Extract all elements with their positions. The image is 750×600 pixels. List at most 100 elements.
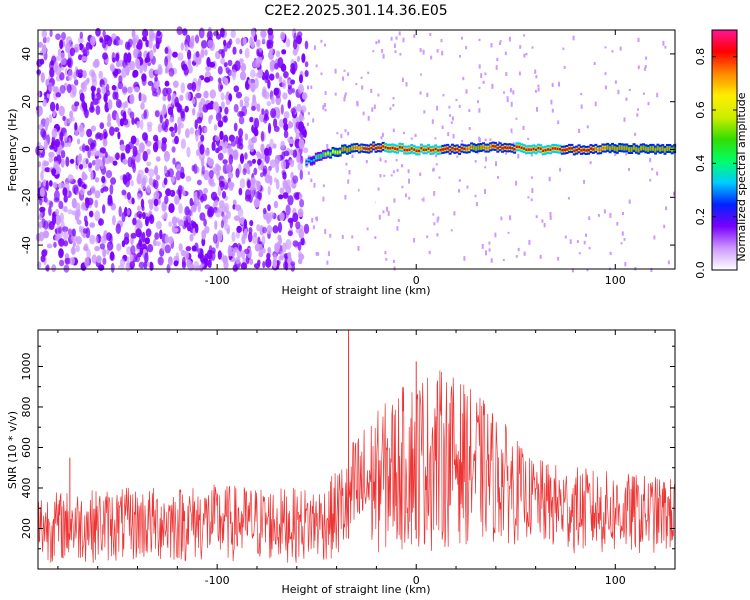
spectrogram-faint-cell <box>609 213 612 218</box>
spectrogram-noise-cell <box>169 126 175 132</box>
spectrogram-noise-cell <box>236 225 242 233</box>
spectrogram-noise-cell <box>58 105 65 117</box>
spectrogram-noise-cell <box>272 258 278 269</box>
spectrogram-faint-cell <box>495 161 497 167</box>
spectrogram-faint-cell <box>510 101 513 107</box>
y-tick-label: 600 <box>20 437 33 458</box>
spectrogram-noise-cell <box>254 129 259 137</box>
spectrogram-noise-cell <box>204 148 210 157</box>
signal-core <box>432 148 435 152</box>
spectrogram-noise-cell <box>153 179 159 190</box>
signal-core <box>580 149 583 152</box>
spectrogram-faint-cell <box>647 101 650 106</box>
spectrogram-faint-cell <box>306 122 309 126</box>
spectrogram-noise-cell <box>229 181 233 187</box>
signal-core <box>549 148 552 151</box>
spectrogram-noise-cell <box>164 244 171 254</box>
x-tick-label: -100 <box>205 574 230 587</box>
spectrogram-noise-cell <box>297 162 304 171</box>
spectrogram-faint-cell <box>438 176 441 179</box>
spectrogram-noise-cell <box>163 150 170 162</box>
spectrogram-noise-cell <box>186 146 191 158</box>
spectrogram-noise-cell <box>185 175 192 182</box>
spectrogram-noise-cell <box>121 211 126 223</box>
spectrogram-noise-cell <box>209 114 214 121</box>
spectrogram-noise-cell <box>136 242 142 250</box>
spectrogram-noise-cell <box>292 240 299 247</box>
spectrogram-noise-cell <box>252 158 256 164</box>
spectrogram-noise-cell <box>179 108 186 115</box>
spectrogram-noise-cell <box>268 73 275 81</box>
spectrogram-faint-cell <box>461 36 463 40</box>
signal-core <box>587 149 590 152</box>
spectrogram-noise-cell <box>227 59 233 67</box>
spectrogram-noise-cell <box>257 190 263 201</box>
spectrogram-noise-cell <box>53 146 58 152</box>
spectrogram-noise-cell <box>67 228 73 237</box>
spectrogram-noise-cell <box>240 262 248 270</box>
spectrogram-noise-cell <box>257 158 263 164</box>
snr-x-label: Height of straight line (km) <box>281 583 430 596</box>
spectrogram-noise-cell <box>136 120 140 129</box>
spectrogram-faint-cell <box>548 176 551 182</box>
signal-core <box>413 148 416 151</box>
spectrogram-faint-cell <box>317 252 320 255</box>
spectrogram-faint-cell <box>628 88 631 91</box>
spectrogram-noise-cell <box>148 176 153 186</box>
spectrogram-noise-cell <box>278 194 284 200</box>
signal-core <box>365 147 368 150</box>
spectrogram-faint-cell <box>531 46 534 49</box>
spectrogram-noise-cell <box>233 103 239 113</box>
spectrogram-faint-cell <box>379 174 382 178</box>
spectrogram-noise-cell <box>49 29 53 37</box>
spectrogram-noise-cell <box>282 180 289 190</box>
spectrogram-noise-cell <box>164 80 170 87</box>
spectrogram-noise-cell <box>60 158 65 168</box>
spectrogram-faint-cell <box>462 77 465 81</box>
spectrogram-faint-cell <box>535 75 538 79</box>
colorbar-tick-label: 0.6 <box>694 101 707 119</box>
spectrogram-faint-cell <box>375 199 378 205</box>
spectrogram-noise-cell <box>262 226 267 234</box>
spectrogram-noise-cell <box>204 127 208 133</box>
spectrogram-faint-cell <box>413 237 416 243</box>
spectrogram-faint-cell <box>484 138 487 142</box>
spectrogram-noise-cell <box>247 232 253 243</box>
spectrogram-faint-cell <box>324 43 326 47</box>
spectrogram-noise-cell <box>303 223 310 234</box>
spectrogram-noise-cell <box>174 195 180 205</box>
spectrogram-noise-cell <box>206 156 212 165</box>
spectrogram-faint-cell <box>428 250 431 255</box>
spectrogram-faint-cell <box>637 37 640 43</box>
signal-core <box>487 146 490 150</box>
spectrogram-noise-cell <box>218 180 225 188</box>
spectrogram-noise-cell <box>43 140 49 150</box>
signal-core <box>422 148 425 151</box>
spectrogram-noise-cell <box>196 127 201 137</box>
spectrogram-noise-cell <box>153 166 158 175</box>
spectrogram-noise-cell <box>170 131 176 138</box>
spectrogram-faint-cell <box>440 39 443 43</box>
spectrogram-noise-cell <box>139 119 144 130</box>
spectrogram-noise-cell <box>292 212 299 223</box>
spectrogram-noise-cell <box>297 208 304 218</box>
spectrogram-noise-cell <box>71 198 77 209</box>
spectrogram-noise-cell <box>298 138 305 150</box>
spectrogram-noise-cell <box>37 41 44 48</box>
spectrogram-noise-cell <box>92 98 99 106</box>
spectrogram-faint-cell <box>371 107 374 112</box>
spectrogram-faint-cell <box>637 65 640 70</box>
signal-core <box>403 148 406 152</box>
spectrogram-noise-cell <box>304 61 309 68</box>
spectrogram-faint-cell <box>562 47 565 50</box>
spectrogram-noise-cell <box>131 197 135 205</box>
spectrogram-noise-cell <box>149 49 154 60</box>
spectrogram-noise-cell <box>297 84 305 95</box>
spectrogram-faint-cell <box>373 104 376 109</box>
spectrogram-noise-cell <box>230 29 236 38</box>
spectrogram-faint-cell <box>585 233 587 237</box>
signal-core <box>439 148 442 152</box>
y-tick-label: 1000 <box>20 352 33 380</box>
spectrogram-noise-cell <box>160 141 167 152</box>
spectrogram-noise-cell <box>59 259 65 267</box>
